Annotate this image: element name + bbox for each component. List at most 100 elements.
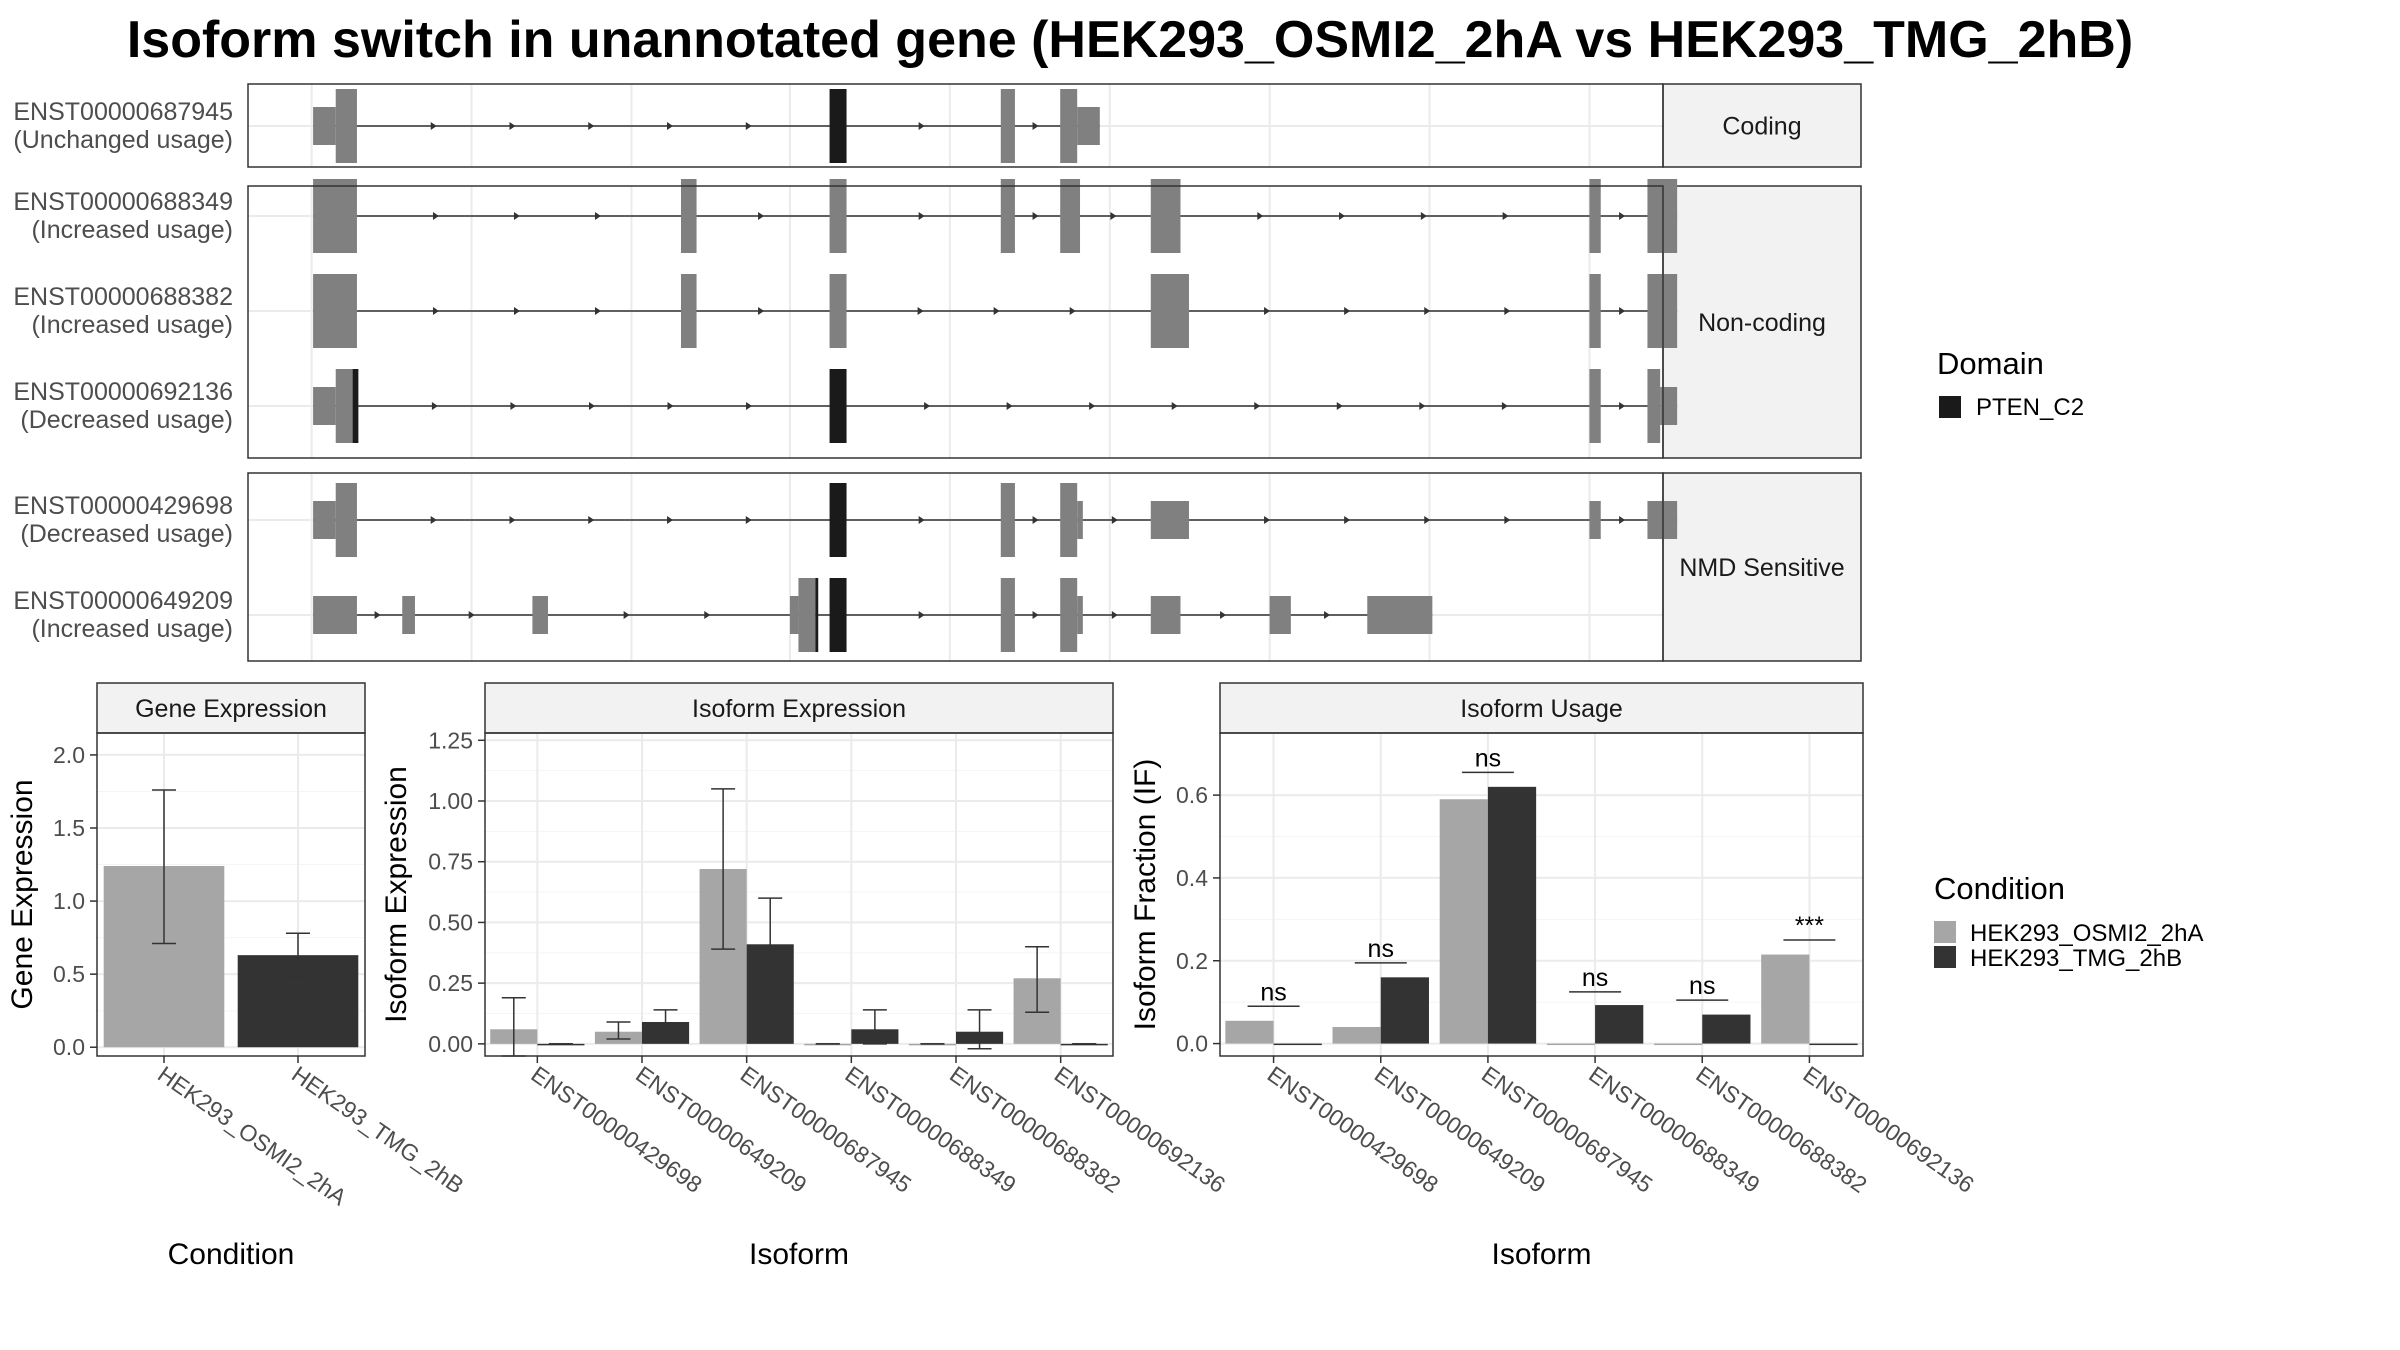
intron-arrow xyxy=(1344,307,1351,315)
intron-arrow xyxy=(594,212,601,220)
figure-title: Isoform switch in unannotated gene (HEK2… xyxy=(127,11,2133,69)
coding-exon xyxy=(1000,483,1015,557)
coding-exon xyxy=(313,179,357,253)
coding-exon xyxy=(1060,89,1078,163)
utr-exon xyxy=(1150,501,1189,539)
bar xyxy=(1654,1043,1703,1046)
y-tick-label: 0.50 xyxy=(428,909,473,935)
coding-exon xyxy=(680,179,697,253)
intron-arrow xyxy=(667,122,674,130)
transcript-usage-label: (Decreased usage) xyxy=(20,520,233,548)
panel-border xyxy=(484,732,1114,1057)
intron-arrow xyxy=(918,212,925,220)
facet-strip-label: Coding xyxy=(1722,113,1801,141)
significance-label: ns xyxy=(1368,935,1394,963)
x-tick-label: ENST00000688382 xyxy=(945,1061,1125,1198)
x-tick-label: ENST00000429698 xyxy=(1263,1061,1443,1198)
legend-swatch xyxy=(1939,396,1961,418)
intron-arrow xyxy=(1501,402,1508,410)
intron-arrow xyxy=(1032,122,1039,130)
facet-strip xyxy=(1219,682,1864,734)
coding-exon xyxy=(1589,179,1601,253)
coding-exon xyxy=(1647,369,1661,443)
domain-exon xyxy=(829,369,847,443)
utr-exon xyxy=(1269,596,1291,634)
intron-arrow xyxy=(924,402,931,410)
x-tick-label: ENST00000649209 xyxy=(1370,1061,1550,1198)
bar xyxy=(1702,1014,1751,1044)
significance-label: ns xyxy=(1582,964,1608,992)
intron-arrow xyxy=(1171,402,1178,410)
transcript-row: ENST00000687945(Unchanged usage) xyxy=(13,89,1100,163)
transcript-row: ENST00000429698(Decreased usage) xyxy=(13,483,1678,557)
bar xyxy=(642,1022,690,1044)
intron-arrow xyxy=(430,122,437,130)
intron-arrow xyxy=(667,402,674,410)
domain-exon xyxy=(829,89,847,163)
bar xyxy=(1332,1027,1381,1044)
transcript-row: ENST00000688382(Increased usage) xyxy=(13,274,1678,348)
coding-exon xyxy=(1000,578,1015,652)
y-tick-label: 0.0 xyxy=(1176,1031,1208,1057)
coding-exon xyxy=(1060,179,1081,253)
coding-exon xyxy=(1150,274,1189,348)
bar xyxy=(1380,977,1429,1044)
y-tick-label: 1.00 xyxy=(428,788,473,814)
y-tick-label: 0.2 xyxy=(1176,948,1208,974)
intron-arrow xyxy=(513,212,520,220)
intron-arrow xyxy=(374,611,381,619)
significance-label: ns xyxy=(1689,972,1715,1000)
x-axis-title: Condition xyxy=(168,1238,295,1271)
legend-swatch xyxy=(1934,946,1956,968)
coding-exon xyxy=(1060,578,1078,652)
panel-background xyxy=(485,733,1113,1056)
legend-label: PTEN_C2 xyxy=(1976,394,2084,421)
panel-border xyxy=(1219,732,1864,1057)
y-tick-label: 1.0 xyxy=(53,888,85,914)
intron-arrow xyxy=(1089,402,1096,410)
y-tick-label: 0.5 xyxy=(53,961,85,987)
utr-exon xyxy=(313,596,357,634)
y-axis-title: Isoform Fraction (IF) xyxy=(1129,759,1162,1031)
intron-arrow xyxy=(1264,307,1271,315)
bar xyxy=(1487,786,1537,1044)
panel-border xyxy=(247,83,1664,168)
intron-arrow xyxy=(431,402,438,410)
transcript-row: ENST00000688349(Increased usage) xyxy=(13,179,1678,253)
transcript-id-label: ENST00000429698 xyxy=(13,492,233,520)
facet-strip xyxy=(1662,83,1862,168)
bar xyxy=(1273,1043,1322,1046)
coding-exon xyxy=(1060,483,1078,557)
utr-exon xyxy=(402,596,415,634)
intron-arrow xyxy=(509,122,516,130)
intron-arrow xyxy=(758,307,765,315)
intron-arrow xyxy=(1619,212,1626,220)
bar-chart-panels: Gene Expression0.00.51.01.52.0HEK293_OSM… xyxy=(6,682,1979,1271)
coding-exon xyxy=(1589,369,1601,443)
intron-arrow xyxy=(1069,307,1076,315)
intron-arrow xyxy=(1110,212,1117,220)
intron-arrow xyxy=(1336,402,1343,410)
intron-arrow xyxy=(513,307,520,315)
intron-arrow xyxy=(1619,402,1626,410)
utr-exon xyxy=(1077,596,1083,634)
utr-exon xyxy=(1077,501,1083,539)
x-tick-label: ENST00000687945 xyxy=(1477,1061,1657,1198)
intron-arrow xyxy=(1324,611,1331,619)
x-tick-label: ENST00000692136 xyxy=(1799,1061,1979,1198)
coding-exon xyxy=(335,89,357,163)
intron-arrow xyxy=(704,611,711,619)
y-tick-label: 0.0 xyxy=(53,1034,85,1060)
intron-arrow xyxy=(1419,402,1426,410)
intron-arrow xyxy=(468,611,475,619)
transcript-group-0: Coding ENST00000687945(Unchanged usage) xyxy=(13,83,1862,168)
bar xyxy=(1225,1020,1274,1044)
intron-arrow xyxy=(1344,516,1351,524)
coding-exon xyxy=(1150,179,1181,253)
legend-title: Condition xyxy=(1934,871,2065,906)
intron-arrow xyxy=(1619,516,1626,524)
y-tick-label: 0.75 xyxy=(428,849,473,875)
intron-arrow xyxy=(918,516,925,524)
